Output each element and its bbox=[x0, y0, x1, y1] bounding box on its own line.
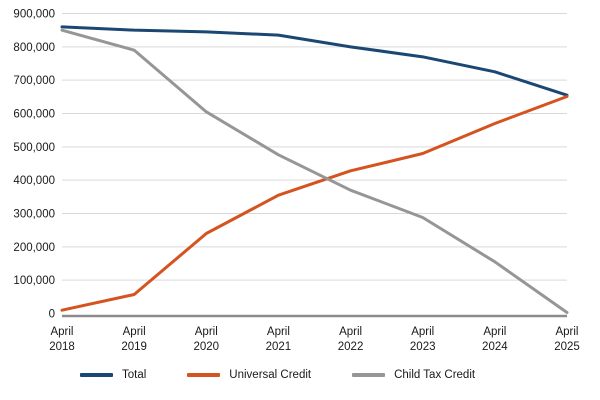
y-tick-label: 700,000 bbox=[13, 75, 55, 87]
y-tick-label: 500,000 bbox=[13, 142, 55, 154]
y-tick-label: 600,000 bbox=[13, 109, 55, 121]
y-tick-label: 300,000 bbox=[13, 209, 55, 221]
y-tick-label: 100,000 bbox=[13, 275, 55, 287]
y-tick-label: 400,000 bbox=[13, 175, 55, 187]
legend: Total Universal Credit Child Tax Credit bbox=[80, 369, 475, 381]
x-tick-label: April 2025 bbox=[554, 326, 580, 353]
x-tick-label: April 2022 bbox=[338, 326, 364, 353]
y-tick-label: 0 bbox=[49, 309, 55, 321]
y-tick-label: 800,000 bbox=[13, 42, 55, 54]
legend-swatch-total bbox=[80, 373, 113, 377]
y-tick-label: 200,000 bbox=[13, 242, 55, 254]
x-tick-label: April 2021 bbox=[266, 326, 292, 353]
series-line-child-tax-credit bbox=[60, 28, 569, 314]
series-line-total bbox=[60, 25, 569, 97]
x-tick-label: April 2023 bbox=[410, 326, 436, 353]
legend-label-total: Total bbox=[122, 369, 147, 381]
legend-swatch-child-tax-credit bbox=[352, 373, 386, 377]
x-tick-label: April 2024 bbox=[482, 326, 508, 353]
series-line-universal-credit bbox=[60, 95, 569, 312]
legend-swatch-universal-credit bbox=[187, 373, 221, 377]
legend-item-universal-credit: Universal Credit bbox=[187, 369, 311, 381]
y-tick-label: 900,000 bbox=[13, 9, 55, 21]
legend-item-child-tax-credit: Child Tax Credit bbox=[352, 369, 475, 381]
legend-label-child-tax-credit: Child Tax Credit bbox=[394, 369, 476, 381]
legend-label-universal-credit: Universal Credit bbox=[229, 369, 312, 381]
x-tick-label: April 2020 bbox=[193, 326, 219, 353]
x-tick-label: April 2018 bbox=[49, 326, 75, 353]
x-tick-label: April 2019 bbox=[121, 326, 147, 353]
legend-item-total: Total bbox=[80, 369, 146, 381]
